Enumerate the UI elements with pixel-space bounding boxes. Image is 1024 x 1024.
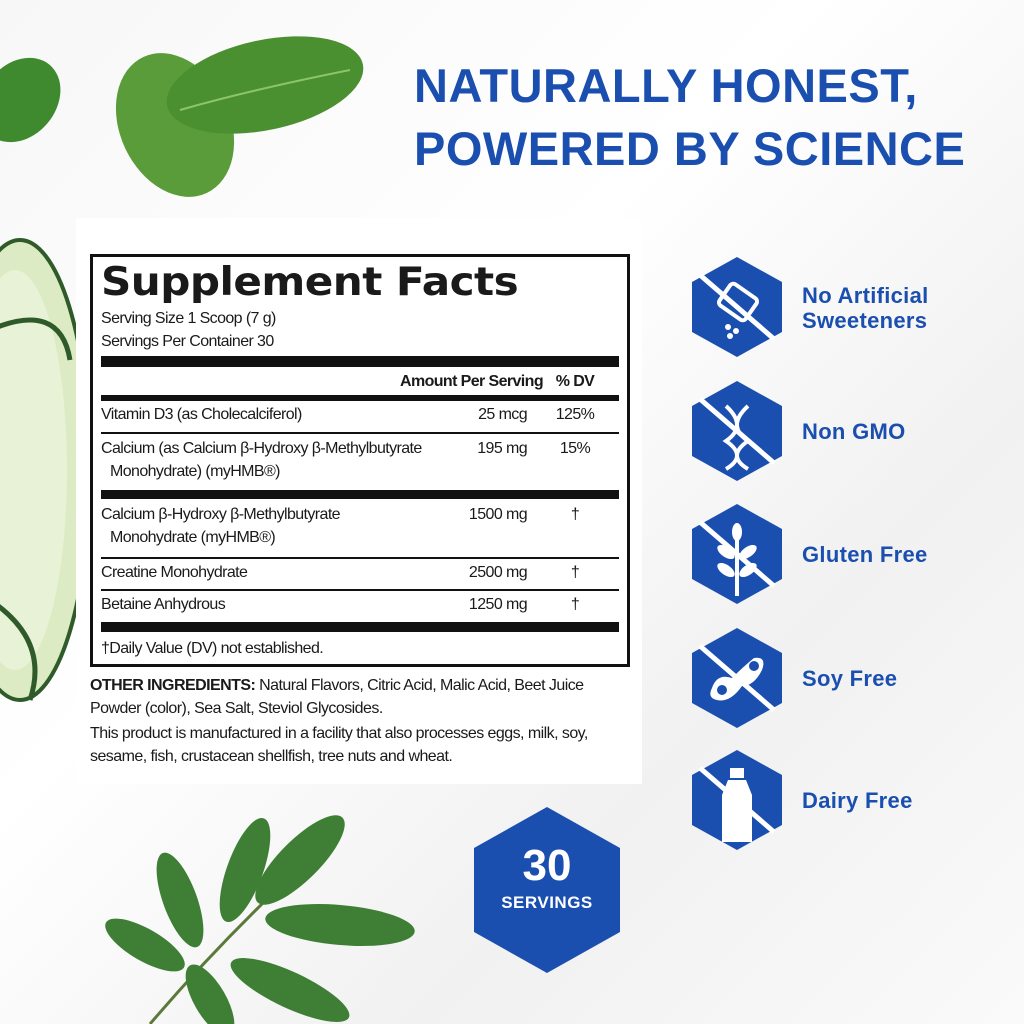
no-milk-icon (692, 750, 782, 850)
servings-number: 30 (522, 841, 572, 890)
servings-hexagon (474, 807, 620, 973)
facts-title: Supplement Facts (101, 260, 519, 305)
divider-thin (101, 589, 619, 591)
servings-label: SERVINGS (501, 893, 593, 912)
nutrient-dv: 125% (555, 406, 595, 423)
header-dv: % DV (555, 373, 595, 390)
footnote: †Daily Value (DV) not established. (101, 640, 324, 657)
header-amount: Amount Per Serving (399, 373, 544, 390)
table-row: Calcium β-Hydroxy β-Methylbutyrate Monoh… (101, 503, 619, 549)
nutrient-dv: † (570, 506, 580, 523)
divider-thick (101, 490, 619, 499)
other-ingredients-text: Natural Flavors, Citric Acid, Malic Acid… (90, 677, 584, 717)
badge-label: Dairy Free (802, 788, 913, 813)
badge-label: Gluten Free (802, 542, 928, 567)
nutrient-dv: † (570, 596, 580, 613)
table-row: Betaine Anhydrous 1250 mg † (101, 593, 619, 616)
nutrient-name: Vitamin D3 (as Cholecalciferol) (101, 406, 302, 423)
cucumber-slices (0, 238, 92, 702)
divider-thick (101, 356, 619, 367)
divider-thick (101, 622, 619, 632)
badge-label-line-1: No Artificial (802, 283, 929, 308)
badge-label-line-1: Gluten Free (802, 542, 928, 567)
servings-per-container: Servings Per Container 30 (101, 333, 274, 350)
nutrient-name-cont: Monohydrate) (myHMB®) (110, 463, 281, 480)
no-dna-icon (692, 381, 782, 481)
other-ingredients: OTHER INGREDIENTS: Natural Flavors, Citr… (90, 674, 635, 768)
badge-label: Non GMO (802, 419, 906, 444)
headline-line-2: POWERED BY SCIENCE (414, 122, 966, 175)
nutrient-dv: 15% (559, 440, 591, 457)
nutrient-name: Betaine Anhydrous (101, 596, 226, 613)
no-soy-icon (692, 628, 782, 728)
badge-label: Soy Free (802, 666, 897, 691)
nutrient-amount: 1500 mg (468, 506, 528, 523)
badge-label-line-2: Sweeteners (802, 308, 928, 333)
badge-label-line-1: Soy Free (802, 666, 898, 691)
servings-badge-text: 30 SERVINGS (474, 840, 620, 914)
no-sweetener-icon (692, 257, 782, 357)
other-ingredients-label: OTHER INGREDIENTS: (90, 677, 256, 694)
badge-label-line-1: Dairy Free (802, 788, 913, 813)
headline-line-1: NATURALLY HONEST, (414, 59, 918, 112)
no-wheat-icon (692, 504, 782, 604)
nutrient-amount: 195 mg (477, 440, 527, 457)
badge-label: No Artificial Sweeteners (802, 283, 929, 333)
basil-leaves (0, 36, 364, 197)
supplement-facts-table: Supplement Facts Serving Size 1 Scoop (7… (90, 254, 630, 667)
badge-label-line-1: Non GMO (802, 419, 906, 444)
nutrient-dv: † (570, 564, 580, 581)
allergen-statement: This product is manufactured in a facili… (90, 725, 588, 765)
olive-leaf-branch (105, 815, 415, 1024)
table-row: Calcium (as Calcium β-Hydroxy β-Methylbu… (101, 437, 619, 483)
table-row: Creatine Monohydrate 2500 mg † (101, 561, 619, 584)
headline: NATURALLY HONEST, POWERED BY SCIENCE (414, 54, 965, 180)
nutrient-amount: 1250 mg (468, 596, 528, 613)
divider-medium (101, 395, 619, 401)
divider-thin (101, 432, 619, 434)
nutrient-amount: 2500 mg (468, 564, 528, 581)
nutrient-name: Creatine Monohydrate (101, 564, 248, 581)
divider-thin (101, 557, 619, 559)
nutrient-name: Calcium (as Calcium β-Hydroxy β-Methylbu… (101, 440, 422, 457)
nutrient-name: Calcium β-Hydroxy β-Methylbutyrate (101, 506, 341, 523)
table-row: Vitamin D3 (as Cholecalciferol) 25 mcg 1… (101, 403, 619, 426)
nutrient-name-cont: Monohydrate (myHMB®) (110, 529, 276, 546)
serving-size: Serving Size 1 Scoop (7 g) (101, 310, 276, 327)
nutrient-amount: 25 mcg (478, 406, 527, 423)
